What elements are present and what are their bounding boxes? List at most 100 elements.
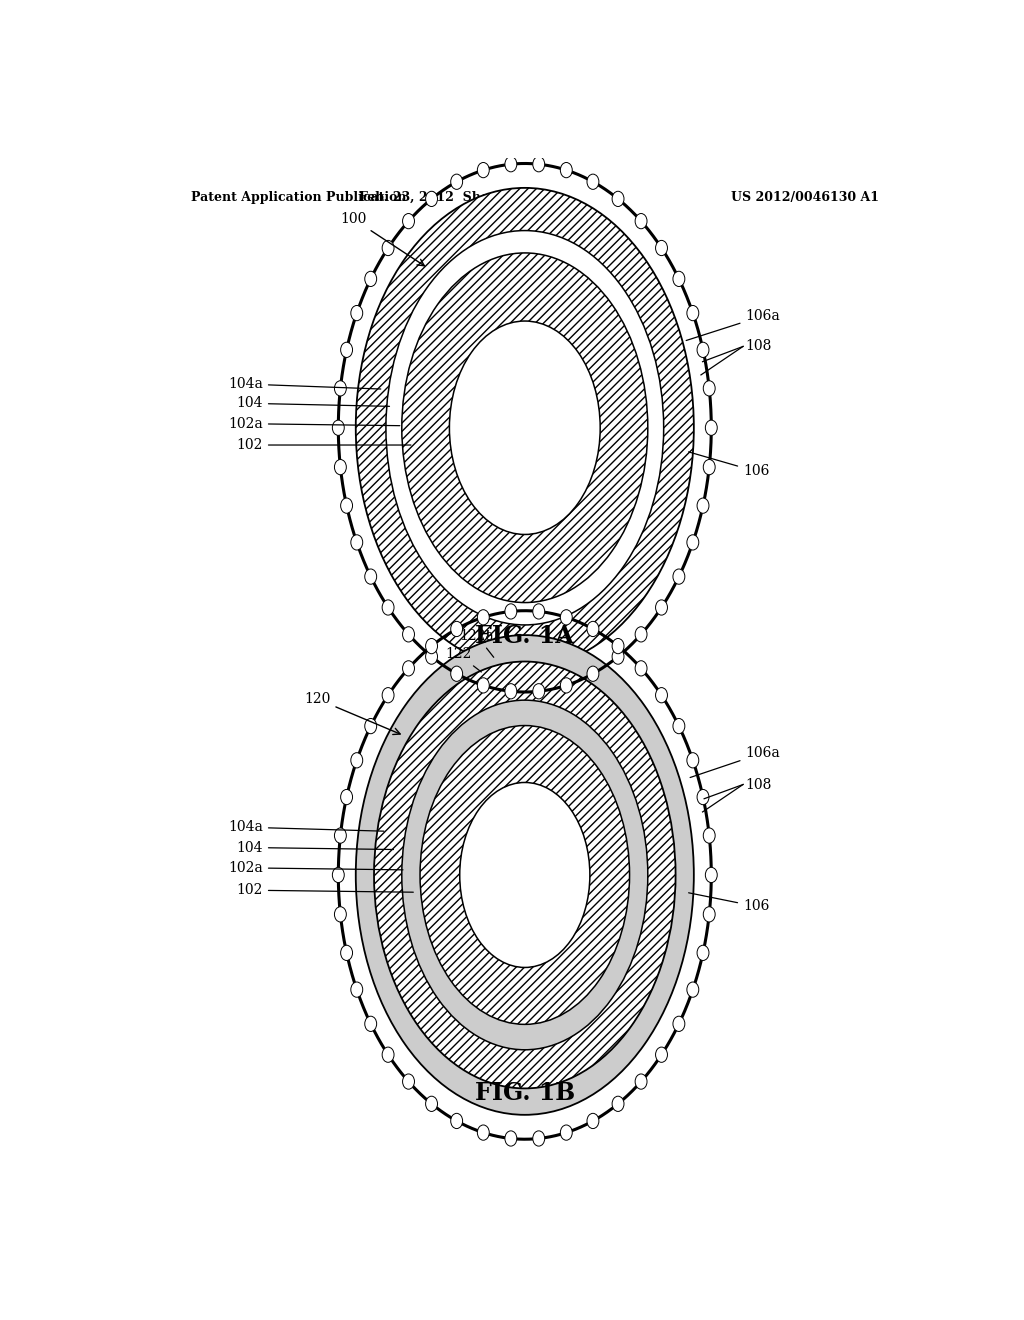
Circle shape	[402, 1074, 415, 1089]
Text: US 2012/0046130 A1: US 2012/0046130 A1	[731, 191, 880, 203]
Circle shape	[612, 1096, 624, 1111]
Ellipse shape	[450, 321, 600, 535]
Circle shape	[673, 718, 685, 734]
Circle shape	[477, 162, 489, 178]
Circle shape	[382, 240, 394, 256]
Circle shape	[673, 569, 685, 585]
Circle shape	[402, 214, 415, 228]
Circle shape	[635, 1074, 647, 1089]
Text: FIG. 1B: FIG. 1B	[475, 1081, 574, 1105]
Circle shape	[673, 271, 685, 286]
Ellipse shape	[355, 187, 694, 668]
Circle shape	[477, 1125, 489, 1140]
Circle shape	[703, 380, 715, 396]
Text: FIG. 1A: FIG. 1A	[475, 624, 574, 648]
Circle shape	[505, 684, 517, 698]
Circle shape	[687, 752, 698, 768]
Circle shape	[335, 907, 346, 921]
Circle shape	[612, 649, 624, 664]
Circle shape	[703, 459, 715, 475]
Circle shape	[706, 420, 717, 436]
Text: 108: 108	[745, 339, 772, 354]
Circle shape	[655, 688, 668, 702]
Circle shape	[477, 677, 489, 693]
Circle shape	[560, 610, 572, 624]
Text: 104a: 104a	[228, 378, 381, 391]
Text: 104: 104	[237, 841, 393, 854]
Text: 100: 100	[341, 213, 424, 265]
Text: Feb. 23, 2012  Sheet 1 of 12: Feb. 23, 2012 Sheet 1 of 12	[359, 191, 556, 203]
Circle shape	[505, 157, 517, 172]
Circle shape	[532, 157, 545, 172]
Circle shape	[382, 1047, 394, 1063]
Text: 102: 102	[237, 438, 411, 451]
Circle shape	[560, 162, 572, 178]
Circle shape	[426, 639, 437, 653]
Ellipse shape	[338, 164, 712, 692]
Text: 102a: 102a	[228, 417, 399, 430]
Circle shape	[341, 498, 352, 513]
Circle shape	[341, 945, 352, 961]
Circle shape	[587, 622, 599, 636]
Ellipse shape	[355, 635, 694, 1115]
Circle shape	[703, 907, 715, 921]
Circle shape	[697, 342, 709, 358]
Circle shape	[426, 191, 437, 206]
Ellipse shape	[401, 253, 648, 602]
Circle shape	[560, 677, 572, 693]
Circle shape	[587, 174, 599, 189]
Ellipse shape	[401, 700, 648, 1049]
Circle shape	[351, 752, 362, 768]
Text: 106: 106	[688, 892, 769, 913]
Circle shape	[697, 945, 709, 961]
Text: 106a: 106a	[690, 746, 780, 777]
Circle shape	[451, 1113, 463, 1129]
Circle shape	[687, 305, 698, 321]
Circle shape	[341, 789, 352, 805]
Ellipse shape	[338, 611, 712, 1139]
Circle shape	[697, 789, 709, 805]
Text: 122: 122	[445, 647, 481, 672]
Circle shape	[612, 639, 624, 653]
Circle shape	[687, 982, 698, 997]
Circle shape	[655, 240, 668, 256]
Circle shape	[587, 1113, 599, 1129]
Circle shape	[687, 535, 698, 550]
Circle shape	[335, 459, 346, 475]
Text: 104: 104	[237, 396, 389, 411]
Text: 120: 120	[304, 692, 400, 734]
Circle shape	[655, 599, 668, 615]
Ellipse shape	[420, 726, 630, 1024]
Circle shape	[451, 622, 463, 636]
Circle shape	[673, 1016, 685, 1031]
Circle shape	[341, 342, 352, 358]
Circle shape	[382, 599, 394, 615]
Circle shape	[635, 627, 647, 642]
Circle shape	[351, 982, 362, 997]
Circle shape	[635, 661, 647, 676]
Circle shape	[451, 667, 463, 681]
Text: 104a: 104a	[228, 820, 384, 834]
Circle shape	[426, 1096, 437, 1111]
Circle shape	[402, 661, 415, 676]
Circle shape	[655, 1047, 668, 1063]
Circle shape	[612, 191, 624, 206]
Circle shape	[365, 718, 377, 734]
Text: 102: 102	[237, 883, 414, 898]
Text: 106: 106	[688, 451, 769, 478]
Circle shape	[365, 569, 377, 585]
Text: 102a: 102a	[228, 861, 403, 875]
Circle shape	[335, 828, 346, 843]
Circle shape	[697, 498, 709, 513]
Circle shape	[351, 305, 362, 321]
Circle shape	[703, 828, 715, 843]
Circle shape	[365, 1016, 377, 1031]
Circle shape	[505, 603, 517, 619]
Text: Patent Application Publication: Patent Application Publication	[191, 191, 407, 203]
Circle shape	[532, 603, 545, 619]
Circle shape	[587, 667, 599, 681]
Circle shape	[451, 174, 463, 189]
Circle shape	[351, 535, 362, 550]
Text: 108: 108	[745, 777, 772, 792]
Ellipse shape	[386, 231, 664, 624]
